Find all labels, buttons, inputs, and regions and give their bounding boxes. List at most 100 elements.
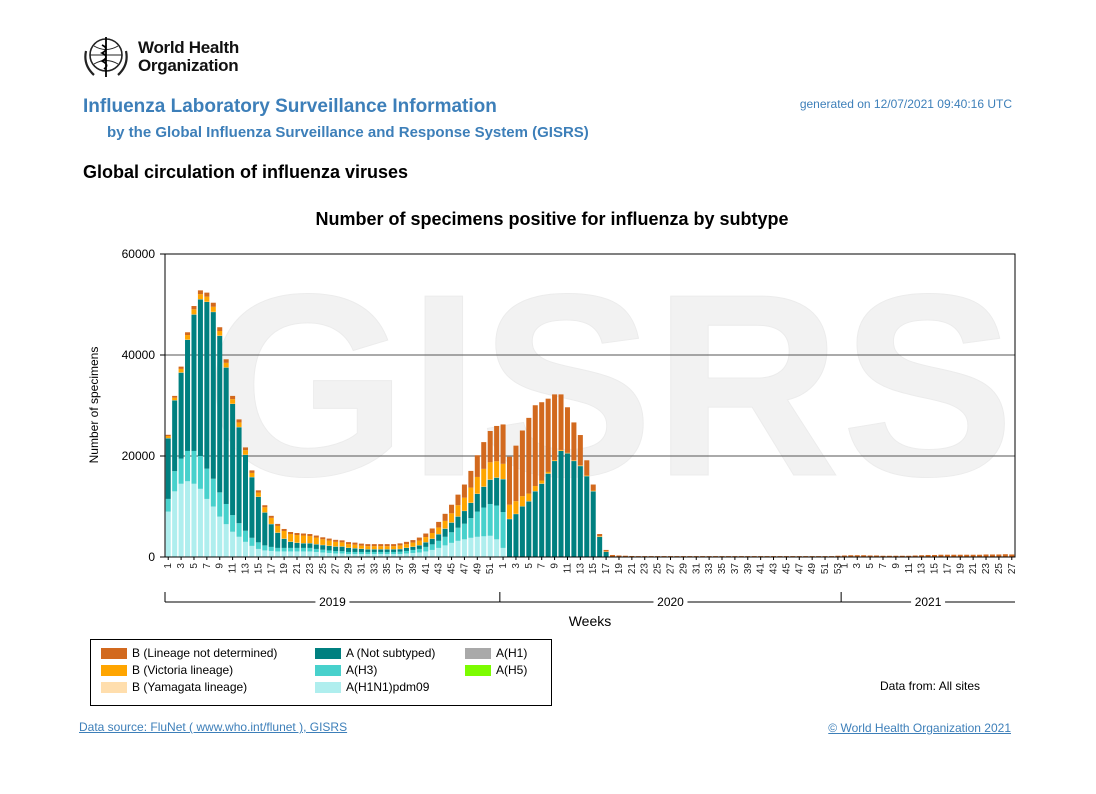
y-tick-label: 40000 [122, 348, 156, 362]
bar-segment-a-not-subtyped [416, 545, 422, 549]
bar-segment-b-victoria [365, 546, 371, 550]
chart-watermark: GISRS [205, 241, 1014, 531]
bar-segment-b-not-determined [294, 533, 300, 536]
bar-segment-b-victoria [500, 463, 506, 479]
bar-segment-a-h3 [403, 550, 409, 554]
legend-label: A(H1N1)pdm09 [346, 680, 430, 694]
bar-segment-b-victoria [391, 546, 397, 550]
bar-segment-b-not-determined [449, 504, 455, 514]
bar-segment-a-h3 [474, 511, 480, 537]
bar-segment-a-not-subtyped [230, 403, 236, 516]
bar-segment-b-victoria [539, 480, 545, 484]
bar-segment-a-not-subtyped [584, 476, 590, 557]
chart-title: Number of specimens positive for influen… [315, 209, 789, 229]
x-tick-label: 11 [563, 563, 574, 574]
bar-segment-b-not-determined [951, 554, 957, 557]
bar-segment-b-not-determined [230, 395, 236, 400]
bar-segment-a-not-subtyped [333, 546, 339, 552]
bar-segment-a-h3 [210, 478, 216, 507]
x-tick-label: 35 [382, 563, 393, 575]
org-name-line1: World Health [138, 38, 239, 57]
bar-segment-b-not-determined [333, 539, 339, 542]
copyright-link[interactable]: © World Health Organization 2021 [828, 721, 1011, 735]
bar-segment-a-h1n1pdm09 [410, 552, 416, 557]
legend-swatch [315, 647, 341, 659]
bar-segment-b-not-determined [983, 554, 989, 557]
x-tick-label: 19 [955, 563, 966, 575]
x-tick-label: 23 [981, 563, 992, 575]
chart-legend: B (Lineage not determined) B (Victoria l… [90, 639, 552, 706]
x-tick-label: 13 [917, 563, 928, 575]
bar-segment-a-not-subtyped [481, 486, 487, 508]
y-tick-label: 20000 [122, 449, 156, 463]
bar-segment-a-h3 [429, 544, 435, 550]
bar-segment-b-not-determined [352, 542, 358, 545]
bar-segment-a-h1n1pdm09 [352, 553, 358, 557]
bar-segment-b-victoria [255, 492, 261, 497]
bar-segment-b-not-determined [932, 554, 938, 557]
bar-segment-a-h1n1pdm09 [172, 491, 178, 557]
bar-segment-b-not-determined [507, 456, 513, 505]
bar-segment-b-not-determined [545, 398, 551, 472]
bar-segment-a-h3 [461, 523, 467, 540]
bar-segment-a-not-subtyped [455, 516, 461, 528]
x-tick-label: 7 [202, 563, 213, 569]
x-tick-label: 31 [356, 563, 367, 575]
x-tick-label: 9 [891, 563, 902, 569]
bar-segment-a-h1n1pdm09 [333, 553, 339, 557]
bar-segment-b-not-determined [178, 366, 184, 369]
bar-segment-b-victoria [474, 476, 480, 494]
x-tick-label: 5 [865, 563, 876, 569]
x-tick-label: 45 [447, 563, 458, 575]
bar-segment-a-h1n1pdm09 [320, 552, 326, 557]
bar-segment-b-victoria [172, 397, 178, 401]
bar-segment-a-h1n1pdm09 [461, 539, 467, 557]
bar-segment-b-not-determined [861, 555, 867, 557]
bar-segment-b-not-determined [519, 430, 525, 497]
bar-segment-a-h1n1pdm09 [300, 551, 306, 557]
bar-segment-a-h1n1pdm09 [339, 553, 345, 557]
bar-segment-b-victoria [552, 460, 558, 461]
bar-segment-a-not-subtyped [288, 541, 294, 548]
bar-segment-b-victoria [249, 472, 255, 477]
bar-segment-a-h1n1pdm09 [294, 551, 300, 557]
bar-segment-b-victoria [191, 309, 197, 315]
legend-item-a-h5: A(H5) [465, 663, 527, 677]
bar-segment-a-not-subtyped [436, 534, 442, 541]
bar-segment-b-victoria [281, 530, 287, 539]
bar-segment-a-not-subtyped [558, 450, 564, 557]
x-tick-label: 15 [588, 563, 599, 575]
bar-segment-b-victoria [571, 460, 577, 461]
bar-segment-a-h1n1pdm09 [358, 553, 364, 557]
bar-segment-a-h1n1pdm09 [449, 542, 455, 557]
bar-segment-a-h1n1pdm09 [346, 553, 352, 557]
bar-segment-a-h3 [500, 512, 506, 548]
bar-segment-b-not-determined [172, 395, 178, 398]
bar-segment-a-h3 [494, 505, 500, 540]
bar-segment-b-not-determined [474, 455, 480, 477]
data-source-link[interactable]: Data source: FluNet ( www.who.int/flunet… [79, 720, 348, 734]
year-label: 2021 [915, 595, 942, 609]
bar-segment-b-not-determined [1009, 554, 1015, 557]
legend-swatch [315, 681, 341, 693]
bar-segment-b-victoria [242, 450, 248, 455]
bar-segment-a-not-subtyped [429, 538, 435, 545]
bar-segment-a-not-subtyped [487, 479, 493, 504]
bar-segment-a-h1n1pdm09 [249, 545, 255, 557]
bar-segment-a-h1n1pdm09 [436, 547, 442, 557]
bar-segment-b-not-determined [500, 424, 506, 464]
bar-segment-b-not-determined [906, 555, 912, 557]
bar-segment-a-h3 [217, 492, 223, 517]
x-tick-label: 7 [537, 563, 548, 569]
x-tick-label: 27 [666, 563, 677, 575]
bar-segment-b-victoria [597, 536, 603, 537]
bar-segment-b-not-determined [326, 538, 332, 541]
page-title: Influenza Laboratory Surveillance Inform… [83, 96, 497, 117]
bar-segment-a-not-subtyped [268, 524, 274, 547]
legend-swatch [465, 664, 491, 676]
bar-segment-b-not-determined [461, 484, 467, 498]
x-tick-label: 21 [292, 563, 303, 575]
x-tick-label: 15 [930, 563, 941, 575]
bar-segment-a-h3 [333, 551, 339, 554]
